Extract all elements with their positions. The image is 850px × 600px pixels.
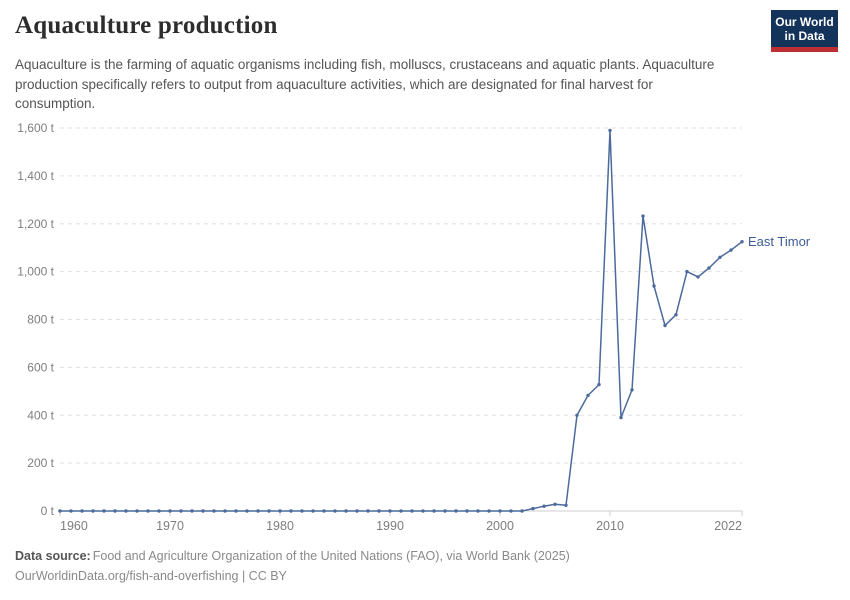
y-axis-tick-label: 1,000 t (17, 265, 54, 279)
data-point[interactable] (91, 509, 95, 513)
x-axis-tick-label: 1970 (156, 519, 184, 533)
y-axis-tick-label: 1,600 t (17, 121, 54, 135)
entity-label[interactable]: East Timor (748, 233, 811, 249)
y-axis-tick-label: 200 t (27, 456, 54, 470)
data-point[interactable] (344, 509, 348, 513)
y-axis-tick-label: 600 t (27, 360, 54, 374)
data-point[interactable] (234, 509, 238, 513)
data-point[interactable] (256, 509, 260, 513)
footer-link-line[interactable]: OurWorldinData.org/fish-and-overfishing … (15, 569, 287, 583)
data-point[interactable] (102, 509, 106, 513)
data-point[interactable] (575, 413, 579, 417)
data-point[interactable] (322, 509, 326, 513)
chart-footer: Data source: Food and Agriculture Organiz… (15, 546, 570, 586)
data-source-label: Data source: (15, 549, 91, 563)
owid-logo[interactable]: Our World in Data (771, 10, 838, 52)
data-point[interactable] (652, 284, 656, 288)
data-point[interactable] (267, 509, 271, 513)
data-point[interactable] (663, 323, 667, 328)
data-point[interactable] (729, 248, 733, 252)
data-point[interactable] (454, 509, 458, 513)
data-point[interactable] (124, 509, 128, 513)
data-point[interactable] (388, 509, 392, 513)
data-point[interactable] (520, 509, 524, 513)
data-point[interactable] (465, 509, 469, 513)
chart-subtitle: Aquaculture is the farming of aquatic or… (15, 57, 715, 111)
data-point[interactable] (377, 509, 381, 513)
data-point[interactable] (740, 240, 744, 244)
data-point[interactable] (432, 509, 436, 513)
data-point[interactable] (410, 509, 414, 513)
data-point[interactable] (498, 509, 502, 513)
data-point[interactable] (300, 509, 304, 513)
data-point[interactable] (179, 509, 183, 513)
data-point[interactable] (366, 509, 370, 513)
y-axis-tick-label: 1,400 t (17, 169, 54, 183)
data-point[interactable] (190, 509, 194, 513)
data-point[interactable] (564, 503, 568, 507)
x-axis-tick-label: 2000 (486, 519, 514, 533)
owid-logo-line1: Our World (775, 15, 834, 29)
data-point[interactable] (608, 128, 612, 133)
page-title: Aquaculture production (15, 12, 278, 39)
data-point[interactable] (674, 313, 678, 317)
y-axis-tick-label: 800 t (27, 313, 54, 327)
y-axis-tick-label: 400 t (27, 408, 54, 422)
data-point[interactable] (685, 269, 689, 274)
data-point[interactable] (245, 509, 249, 513)
data-point[interactable] (586, 393, 590, 398)
data-point[interactable] (157, 509, 161, 513)
data-point[interactable] (113, 509, 117, 513)
data-point[interactable] (476, 509, 480, 513)
data-point[interactable] (718, 255, 722, 259)
x-axis-tick-label: 1980 (266, 519, 294, 533)
data-point[interactable] (443, 509, 447, 513)
data-point[interactable] (619, 415, 623, 420)
data-point[interactable] (355, 509, 359, 513)
series-line-east-timor[interactable] (59, 129, 743, 512)
data-point[interactable] (223, 509, 227, 513)
y-axis-tick-label: 0 t (41, 504, 55, 518)
data-point[interactable] (146, 509, 150, 513)
data-source-line: Data source: Food and Agriculture Organiz… (15, 546, 570, 566)
data-point[interactable] (80, 509, 84, 513)
data-point[interactable] (69, 509, 73, 513)
data-point[interactable] (509, 509, 513, 513)
data-point[interactable] (597, 382, 601, 387)
data-point[interactable] (487, 509, 491, 513)
data-point[interactable] (311, 509, 315, 513)
x-axis-tick-label: 2022 (714, 519, 742, 533)
data-point[interactable] (542, 504, 546, 508)
data-source-text: Food and Agriculture Organization of the… (92, 549, 570, 563)
data-point[interactable] (641, 214, 645, 218)
data-point[interactable] (201, 509, 205, 513)
x-axis-tick-label: 1960 (60, 519, 88, 533)
owid-logo-line2: in Data (784, 29, 825, 43)
x-axis-tick-label: 1990 (376, 519, 404, 533)
data-point[interactable] (135, 509, 139, 513)
data-point[interactable] (278, 509, 282, 513)
data-point[interactable] (696, 275, 700, 279)
data-point[interactable] (531, 506, 535, 511)
data-point[interactable] (707, 266, 711, 270)
data-point[interactable] (553, 502, 557, 506)
data-point[interactable] (58, 509, 62, 513)
data-point[interactable] (630, 388, 634, 392)
data-point[interactable] (168, 509, 172, 513)
data-point[interactable] (289, 509, 293, 513)
data-point[interactable] (212, 509, 216, 513)
y-axis-tick-label: 1,200 t (17, 217, 54, 231)
data-point[interactable] (421, 509, 425, 513)
x-axis-tick-label: 2010 (596, 519, 624, 533)
data-point[interactable] (333, 509, 337, 513)
data-point[interactable] (399, 509, 403, 513)
